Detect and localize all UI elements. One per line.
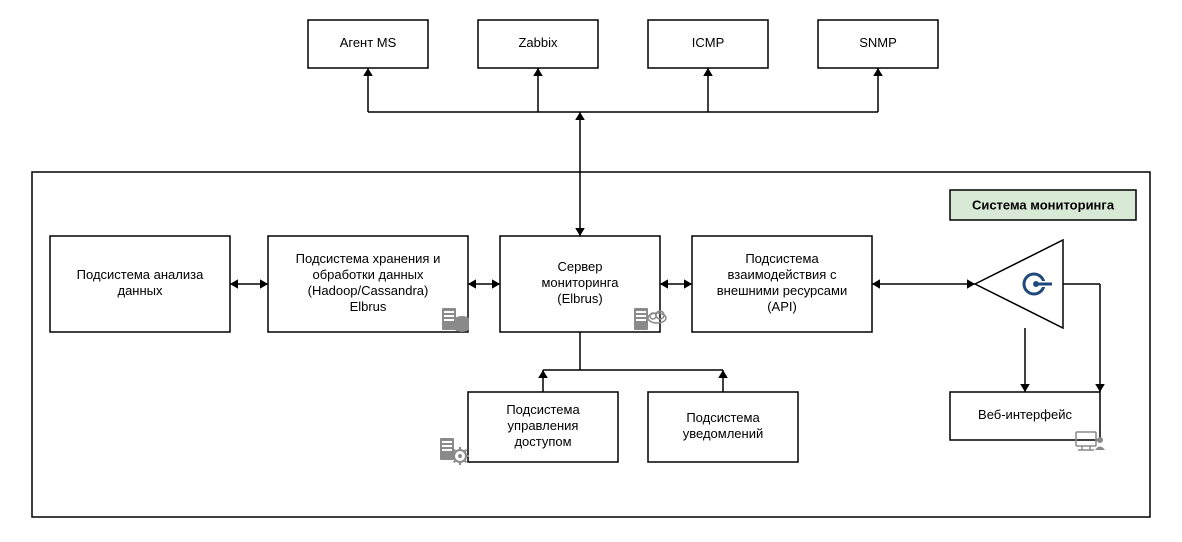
db-icon bbox=[455, 316, 469, 332]
gear-icon bbox=[451, 447, 469, 465]
system-container bbox=[32, 172, 1150, 517]
node-snmp-label: SNMP bbox=[859, 35, 897, 50]
node-access-label: Подсистемауправлениядоступом bbox=[506, 402, 580, 449]
node-web-label: Веб-интерфейс bbox=[978, 407, 1072, 422]
server-cloud-icon bbox=[634, 308, 648, 330]
system-title-label: Система мониторинга bbox=[972, 197, 1115, 212]
node-icmp-label: ICMP bbox=[692, 35, 725, 50]
node-notify-label: Подсистемауведомлений bbox=[683, 410, 763, 441]
node-zabbix-label: Zabbix bbox=[518, 35, 558, 50]
architecture-diagram: Система мониторинга Агент MS Zabbix ICMP SNM… bbox=[0, 0, 1182, 542]
node-agent_ms-label: Агент MS bbox=[340, 35, 397, 50]
server-db-icon bbox=[442, 308, 456, 330]
